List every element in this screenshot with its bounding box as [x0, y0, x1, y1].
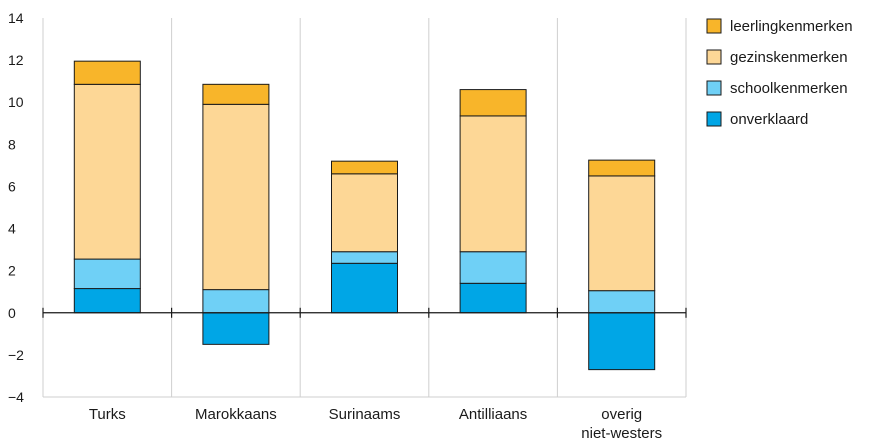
y-tick-label: 2 [8, 263, 16, 279]
x-category-label: overig [601, 406, 642, 423]
x-category-label: Turks [89, 406, 126, 423]
x-category-label: Marokkaans [195, 406, 277, 423]
x-category-labels: Turks Marokkaans Surinaams Antilliaans overi… [89, 406, 662, 442]
bar-segment-gezinskenmerken [588, 175, 656, 292]
y-tick-label: −2 [8, 347, 24, 363]
bar-segment-onverklaard [588, 312, 656, 371]
legend-swatch [706, 18, 722, 34]
y-tick-label: 14 [8, 10, 24, 26]
legend-label: schoolkenmerken [730, 80, 848, 97]
legend-swatch [706, 80, 722, 96]
bar-segment-leerlingkenmerken [202, 83, 270, 105]
y-tick-label: 0 [8, 305, 16, 321]
bar-segment-leerlingkenmerken [73, 60, 141, 85]
bar-segment-onverklaard [459, 282, 527, 314]
y-tick-label: 4 [8, 221, 16, 237]
legend-swatch [706, 49, 722, 65]
bar-segment-schoolkenmerken [73, 258, 141, 290]
axes [42, 18, 687, 398]
bar-segment-gezinskenmerken [202, 103, 270, 291]
bar-segment-leerlingkenmerken [588, 159, 656, 177]
bar-segment-gezinskenmerken [331, 173, 398, 253]
x-category-label: niet-westers [581, 425, 662, 442]
bar-segment-schoolkenmerken [202, 289, 270, 314]
bar-segment-schoolkenmerken [459, 251, 527, 284]
x-category-label: Surinaams [329, 406, 401, 423]
y-tick-label: −4 [8, 389, 24, 405]
bar-segment-onverklaard [202, 312, 270, 345]
bar-segment-schoolkenmerken [331, 251, 398, 264]
bar-segment-leerlingkenmerken [331, 160, 398, 175]
legend-label: gezinskenmerken [730, 49, 848, 66]
y-tick-labels: −4 −2 0 2 4 6 8 10 12 14 [8, 10, 24, 405]
legend-swatch [706, 111, 722, 127]
y-tick-label: 8 [8, 136, 16, 152]
bars [73, 60, 656, 371]
gridlines [171, 18, 687, 397]
bar-segment-onverklaard [73, 288, 141, 314]
x-category-label: Antilliaans [459, 406, 527, 423]
legend-label: onverklaard [730, 111, 808, 128]
bar-segment-schoolkenmerken [588, 290, 656, 314]
y-tick-label: 12 [8, 52, 24, 68]
bar-segment-gezinskenmerken [73, 83, 141, 260]
bar-segment-gezinskenmerken [459, 115, 527, 253]
legend: leerlingkenmerken gezinskenmerken schoolke… [706, 18, 853, 128]
bar-segment-onverklaard [331, 262, 398, 314]
y-tick-label: 6 [8, 178, 16, 194]
legend-label: leerlingkenmerken [730, 18, 853, 35]
bar-segment-leerlingkenmerken [459, 89, 527, 117]
y-tick-label: 10 [8, 94, 24, 110]
